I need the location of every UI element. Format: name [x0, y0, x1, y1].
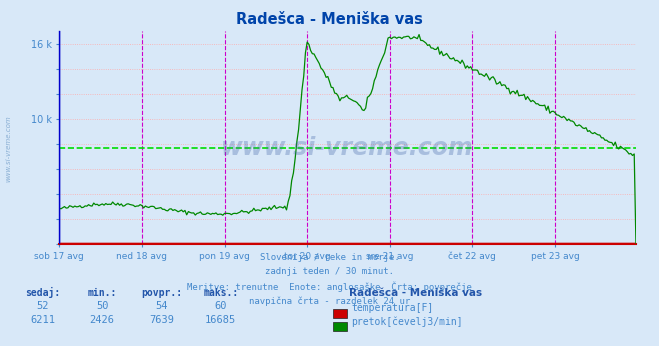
Text: temperatura[F]: temperatura[F] [351, 303, 434, 313]
Text: Slovenija / reke in morje.: Slovenija / reke in morje. [260, 253, 399, 262]
Text: Meritve: trenutne  Enote: anglosaške  Črta: povprečje: Meritve: trenutne Enote: anglosaške Črta… [187, 282, 472, 292]
Text: 52: 52 [37, 301, 49, 311]
Text: Radešca - Meniška vas: Radešca - Meniška vas [236, 12, 423, 27]
Text: maks.:: maks.: [203, 288, 239, 298]
Text: 7639: 7639 [149, 315, 174, 325]
Text: navpična črta - razdelek 24 ur: navpična črta - razdelek 24 ur [249, 296, 410, 306]
Text: www.si-vreme.com: www.si-vreme.com [221, 136, 474, 160]
Text: 6211: 6211 [30, 315, 55, 325]
Text: min.:: min.: [88, 288, 117, 298]
Text: Radešca - Meniška vas: Radešca - Meniška vas [349, 288, 482, 298]
Text: 50: 50 [96, 301, 108, 311]
Text: www.si-vreme.com: www.si-vreme.com [5, 116, 11, 182]
Text: 16685: 16685 [205, 315, 237, 325]
Text: sedaj:: sedaj: [25, 287, 61, 298]
Text: povpr.:: povpr.: [141, 288, 182, 298]
Text: 2426: 2426 [90, 315, 115, 325]
Text: pretok[čevelj3/min]: pretok[čevelj3/min] [351, 316, 463, 327]
Text: 54: 54 [156, 301, 167, 311]
Text: zadnji teden / 30 minut.: zadnji teden / 30 minut. [265, 267, 394, 276]
Text: 60: 60 [215, 301, 227, 311]
